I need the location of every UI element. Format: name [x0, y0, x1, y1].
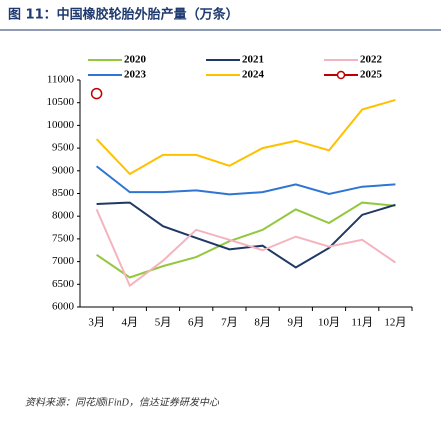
x-tick-label: 11月	[351, 317, 373, 329]
x-tick-label: 7月	[221, 317, 238, 329]
x-tick-label: 8月	[254, 317, 271, 329]
legend-label: 2020	[124, 54, 147, 66]
x-tick-label: 6月	[188, 317, 205, 329]
series-line	[95, 99, 396, 176]
x-tick-label: 10月	[318, 317, 340, 329]
x-tick-label: 3月	[88, 317, 105, 329]
series-marker	[90, 87, 103, 100]
x-tick-label: 9月	[288, 317, 305, 329]
series-line	[96, 201, 396, 269]
series-line	[95, 208, 396, 288]
y-tick-label: 9500	[52, 142, 75, 154]
x-tick-label: 5月	[155, 317, 172, 329]
y-tick-label: 8000	[52, 210, 75, 222]
series-line	[96, 201, 396, 279]
x-tick-label: 4月	[122, 317, 139, 329]
y-tick-label: 6500	[52, 278, 75, 290]
y-tick-label: 7000	[52, 255, 75, 267]
y-tick-label: 9000	[52, 164, 75, 176]
legend-label: 2023	[124, 69, 147, 81]
y-tick-label: 6000	[52, 301, 75, 313]
legend-label: 2025	[360, 69, 383, 81]
y-tick-label: 7500	[52, 232, 75, 244]
legend-label: 2021	[242, 54, 264, 66]
x-tick-label: 12月	[384, 317, 406, 329]
y-tick-label: 8500	[52, 187, 75, 199]
legend-label: 2024	[242, 69, 265, 81]
chart-title: 图 11：中国橡胶轮胎外胎产量（万条）	[8, 7, 239, 23]
series-line	[95, 165, 396, 196]
y-tick-label: 11000	[47, 74, 75, 86]
source-note: 资料来源：同花顺iFinD，信达证券研发中心	[25, 396, 220, 408]
legend-marker	[336, 70, 346, 80]
legend-label: 2022	[360, 54, 383, 66]
y-tick-label: 10500	[47, 96, 75, 108]
y-tick-label: 10000	[47, 119, 75, 131]
